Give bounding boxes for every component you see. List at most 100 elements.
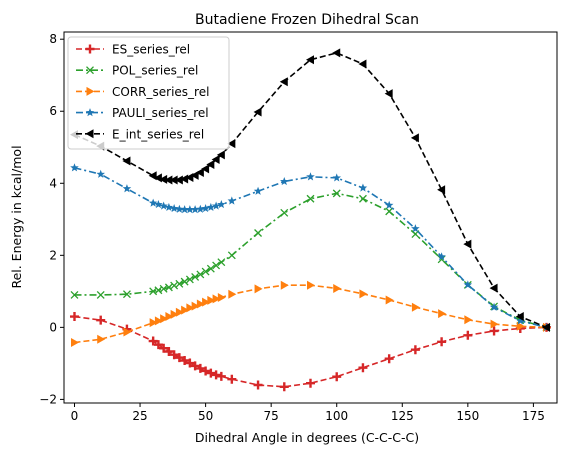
data-point-CORR_series_rel-9: [181, 305, 190, 315]
series-line-PAULI_series_rel: [74, 167, 547, 329]
x-tick-label: 50: [198, 409, 213, 423]
data-point-PAULI_series_rel-14: [206, 202, 216, 212]
data-point-CORR_series_rel-24: [411, 302, 420, 312]
legend-entry-ES_series_rel: ES_series_rel: [76, 43, 190, 57]
data-point-ES_series_rel-23: [384, 354, 394, 364]
data-point-PAULI_series_rel-10: [185, 205, 195, 214]
legend-marker: [85, 44, 95, 54]
data-point-POL_series_rel-7: [170, 281, 179, 290]
data-point-PAULI_series_rel-6: [164, 202, 174, 212]
data-point-POL_series_rel-11: [191, 272, 200, 281]
data-point-CORR_series_rel-6: [165, 312, 174, 322]
y-tick-label: 0: [49, 320, 57, 334]
data-point-E_int_series_rel-20: [306, 55, 314, 65]
data-point-E_int_series_rel-2: [122, 156, 131, 166]
data-point-CORR_series_rel-5: [160, 314, 169, 324]
data-point-ES_series_rel-22: [358, 363, 368, 373]
data-point-POL_series_rel-16: [217, 258, 226, 267]
data-point-ES_series_rel-12: [195, 363, 205, 373]
data-point-E_int_series_rel-3: [148, 171, 157, 181]
data-point-PAULI_series_rel-21: [332, 173, 341, 182]
data-point-ES_series_rel-13: [201, 366, 211, 376]
chart-title: Butadiene Frozen Dihedral Scan: [195, 12, 419, 28]
data-point-PAULI_series_rel-26: [463, 280, 473, 289]
data-point-E_int_series_rel-23: [384, 89, 393, 99]
data-point-PAULI_series_rel-13: [201, 204, 210, 213]
legend-entry-CORR_series_rel: CORR_series_rel: [76, 85, 209, 99]
data-point-E_int_series_rel-6: [164, 175, 173, 185]
data-point-POL_series_rel-6: [164, 283, 173, 292]
data-point-POL_series_rel-0: [70, 290, 79, 299]
data-point-PAULI_series_rel-28: [516, 316, 525, 325]
data-point-PAULI_series_rel-17: [227, 196, 237, 205]
data-point-E_int_series_rel-22: [358, 59, 367, 69]
data-point-PAULI_series_rel-0: [70, 163, 79, 172]
data-point-PAULI_series_rel-7: [169, 204, 179, 213]
y-axis: −2 0 2 4 6 8: [39, 32, 64, 406]
legend-label: POL_series_rel: [112, 64, 198, 78]
data-point-PAULI_series_rel-1: [96, 169, 105, 178]
data-point-E_int_series_rel-21: [332, 48, 341, 58]
data-point-ES_series_rel-5: [159, 343, 169, 353]
data-point-POL_series_rel-12: [196, 270, 205, 279]
x-tick-label: 100: [325, 409, 348, 423]
data-point-E_int_series_rel-28: [515, 312, 524, 322]
data-point-E_int_series_rel-24: [410, 133, 419, 143]
data-point-CORR_series_rel-2: [123, 327, 132, 337]
data-point-CORR_series_rel-28: [516, 321, 525, 331]
data-point-CORR_series_rel-27: [490, 319, 499, 329]
data-point-CORR_series_rel-3: [149, 318, 158, 328]
data-point-E_int_series_rel-19: [279, 77, 288, 87]
data-point-PAULI_series_rel-11: [190, 205, 200, 214]
data-point-PAULI_series_rel-22: [358, 183, 368, 192]
data-point-POL_series_rel-22: [358, 194, 367, 203]
series-PAULI_series_rel: [70, 163, 551, 331]
data-point-CORR_series_rel-16: [217, 292, 226, 302]
data-point-ES_series_rel-26: [463, 330, 473, 340]
data-point-PAULI_series_rel-24: [411, 224, 420, 233]
y-axis-label: Rel. Energy in kcal/mol: [9, 145, 24, 288]
data-point-ES_series_rel-6: [164, 346, 174, 356]
x-tick-label: 150: [456, 409, 479, 423]
data-point-ES_series_rel-7: [169, 350, 179, 360]
data-point-PAULI_series_rel-15: [211, 201, 221, 210]
data-point-PAULI_series_rel-16: [217, 200, 226, 209]
data-point-PAULI_series_rel-18: [253, 186, 263, 195]
data-point-ES_series_rel-21: [332, 372, 342, 382]
data-point-E_int_series_rel-25: [437, 185, 446, 195]
data-point-CORR_series_rel-13: [202, 297, 211, 307]
data-point-E_int_series_rel-9: [180, 174, 189, 184]
y-tick-label: 2: [49, 248, 57, 262]
x-axis-label: Dihedral Angle in degrees (C-C-C-C): [195, 430, 419, 445]
data-point-CORR_series_rel-10: [186, 303, 195, 313]
data-point-ES_series_rel-11: [190, 361, 200, 371]
data-point-PAULI_series_rel-23: [384, 200, 394, 209]
data-point-POL_series_rel-2: [122, 290, 131, 299]
data-point-ES_series_rel-0: [69, 312, 79, 322]
y-tick-label: 8: [49, 32, 57, 46]
data-point-ES_series_rel-17: [227, 374, 237, 384]
data-point-E_int_series_rel-8: [174, 175, 183, 185]
data-point-POL_series_rel-10: [185, 275, 194, 284]
plot-area: [63, 31, 558, 404]
legend-label: CORR_series_rel: [112, 85, 209, 99]
data-point-E_int_series_rel-15: [211, 155, 220, 165]
x-tick-label: 75: [264, 409, 279, 423]
data-point-E_int_series_rel-11: [190, 170, 199, 180]
data-point-POL_series_rel-17: [227, 251, 236, 260]
data-point-E_int_series_rel-14: [206, 160, 215, 170]
data-point-CORR_series_rel-0: [70, 337, 79, 347]
data-point-ES_series_rel-18: [253, 380, 263, 390]
y-tick-label: 6: [49, 104, 57, 118]
data-point-ES_series_rel-10: [185, 358, 195, 368]
data-point-E_int_series_rel-17: [227, 139, 236, 149]
data-point-CORR_series_rel-8: [175, 307, 184, 317]
series-layer: [69, 48, 552, 392]
data-point-PAULI_series_rel-9: [180, 205, 189, 214]
data-point-ES_series_rel-24: [410, 345, 420, 355]
data-point-PAULI_series_rel-27: [489, 302, 499, 311]
data-point-CORR_series_rel-21: [333, 283, 342, 293]
data-point-ES_series_rel-4: [153, 340, 163, 350]
data-point-E_int_series_rel-12: [195, 167, 204, 177]
data-point-PAULI_series_rel-25: [437, 252, 446, 261]
